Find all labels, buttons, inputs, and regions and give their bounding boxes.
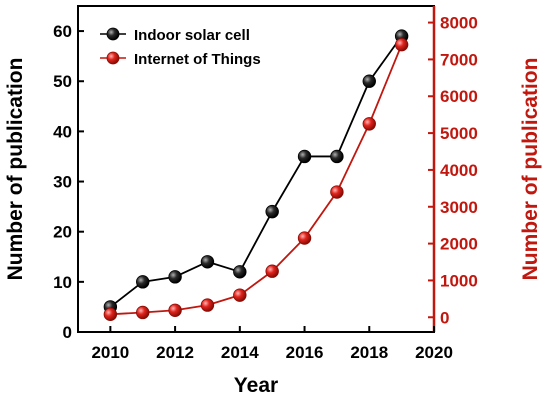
left-y-tick-label: 10 — [53, 273, 72, 292]
data-point-indoor-solar-cell — [233, 265, 247, 279]
data-point-internet-of-things — [362, 117, 376, 131]
data-point-internet-of-things — [394, 37, 409, 52]
series-indoor-solar-cell — [103, 29, 409, 314]
legend-marker-internet-of-things — [106, 51, 120, 65]
data-point-internet-of-things — [200, 298, 215, 312]
series-internet-of-things — [103, 37, 409, 322]
data-point-internet-of-things — [168, 303, 182, 317]
right-y-tick-label: 4000 — [440, 161, 478, 180]
right-y-tick-label: 7000 — [440, 50, 478, 69]
x-tick-label: 2014 — [221, 343, 259, 362]
data-point-indoor-solar-cell — [200, 255, 215, 269]
right-y-axis-ticks: 0 1000 2000 3000 4000 5000 6000 7000 8000 — [428, 14, 478, 327]
left-y-tick-label: 30 — [53, 173, 72, 192]
legend-marker-indoor-solar-cell — [106, 27, 120, 41]
x-tick-label: 2020 — [415, 343, 453, 362]
left-y-axis-title: Number of publication — [4, 58, 27, 281]
data-point-internet-of-things — [136, 305, 150, 320]
series-line-internet-of-things — [110, 44, 403, 316]
right-y-tick-label: 6000 — [440, 87, 478, 106]
data-point-internet-of-things — [103, 307, 118, 322]
left-y-tick-label: 0 — [63, 323, 72, 342]
legend-label-indoor-solar-cell: Indoor solar cell — [134, 27, 250, 44]
x-tick-label: 2016 — [286, 343, 324, 362]
left-y-tick-label: 20 — [53, 223, 72, 242]
data-point-indoor-solar-cell — [362, 74, 376, 88]
data-point-internet-of-things — [265, 264, 279, 278]
legend: Indoor solar cell Internet of Things — [100, 27, 261, 68]
legend-label-internet-of-things: Internet of Things — [134, 51, 261, 68]
data-point-indoor-solar-cell — [265, 204, 279, 219]
data-point-internet-of-things — [297, 231, 312, 245]
x-axis-title: Year — [234, 374, 278, 397]
x-tick-label: 2012 — [156, 343, 194, 362]
data-point-indoor-solar-cell — [136, 275, 150, 289]
right-y-tick-label: 3000 — [440, 198, 478, 217]
right-y-tick-label: 2000 — [440, 235, 478, 254]
right-y-tick-label: 1000 — [440, 271, 478, 290]
data-point-indoor-solar-cell — [168, 270, 182, 284]
left-y-axis-ticks: 0 10 20 30 40 50 60 — [53, 22, 84, 342]
legend-item-internet-of-things: Internet of Things — [100, 51, 261, 68]
x-tick-label: 2018 — [350, 343, 388, 362]
x-axis-ticks: 2010 2012 2014 2016 2018 2020 — [91, 326, 453, 362]
data-point-indoor-solar-cell — [330, 149, 344, 164]
left-y-tick-label: 50 — [53, 72, 72, 91]
data-point-indoor-solar-cell — [297, 149, 312, 164]
data-point-internet-of-things — [330, 185, 344, 199]
data-point-internet-of-things — [233, 288, 247, 302]
series-layer — [103, 29, 409, 322]
left-y-tick-label: 60 — [53, 22, 72, 41]
right-y-tick-label: 5000 — [440, 124, 478, 143]
legend-item-indoor-solar-cell: Indoor solar cell — [100, 27, 250, 44]
right-y-tick-label: 8000 — [440, 14, 478, 33]
right-y-axis-title: Number of publication — [519, 58, 542, 281]
x-tick-label: 2010 — [91, 343, 129, 362]
left-y-tick-label: 40 — [53, 122, 72, 141]
right-y-tick-label: 0 — [440, 308, 449, 327]
series-line-indoor-solar-cell — [109, 35, 403, 308]
